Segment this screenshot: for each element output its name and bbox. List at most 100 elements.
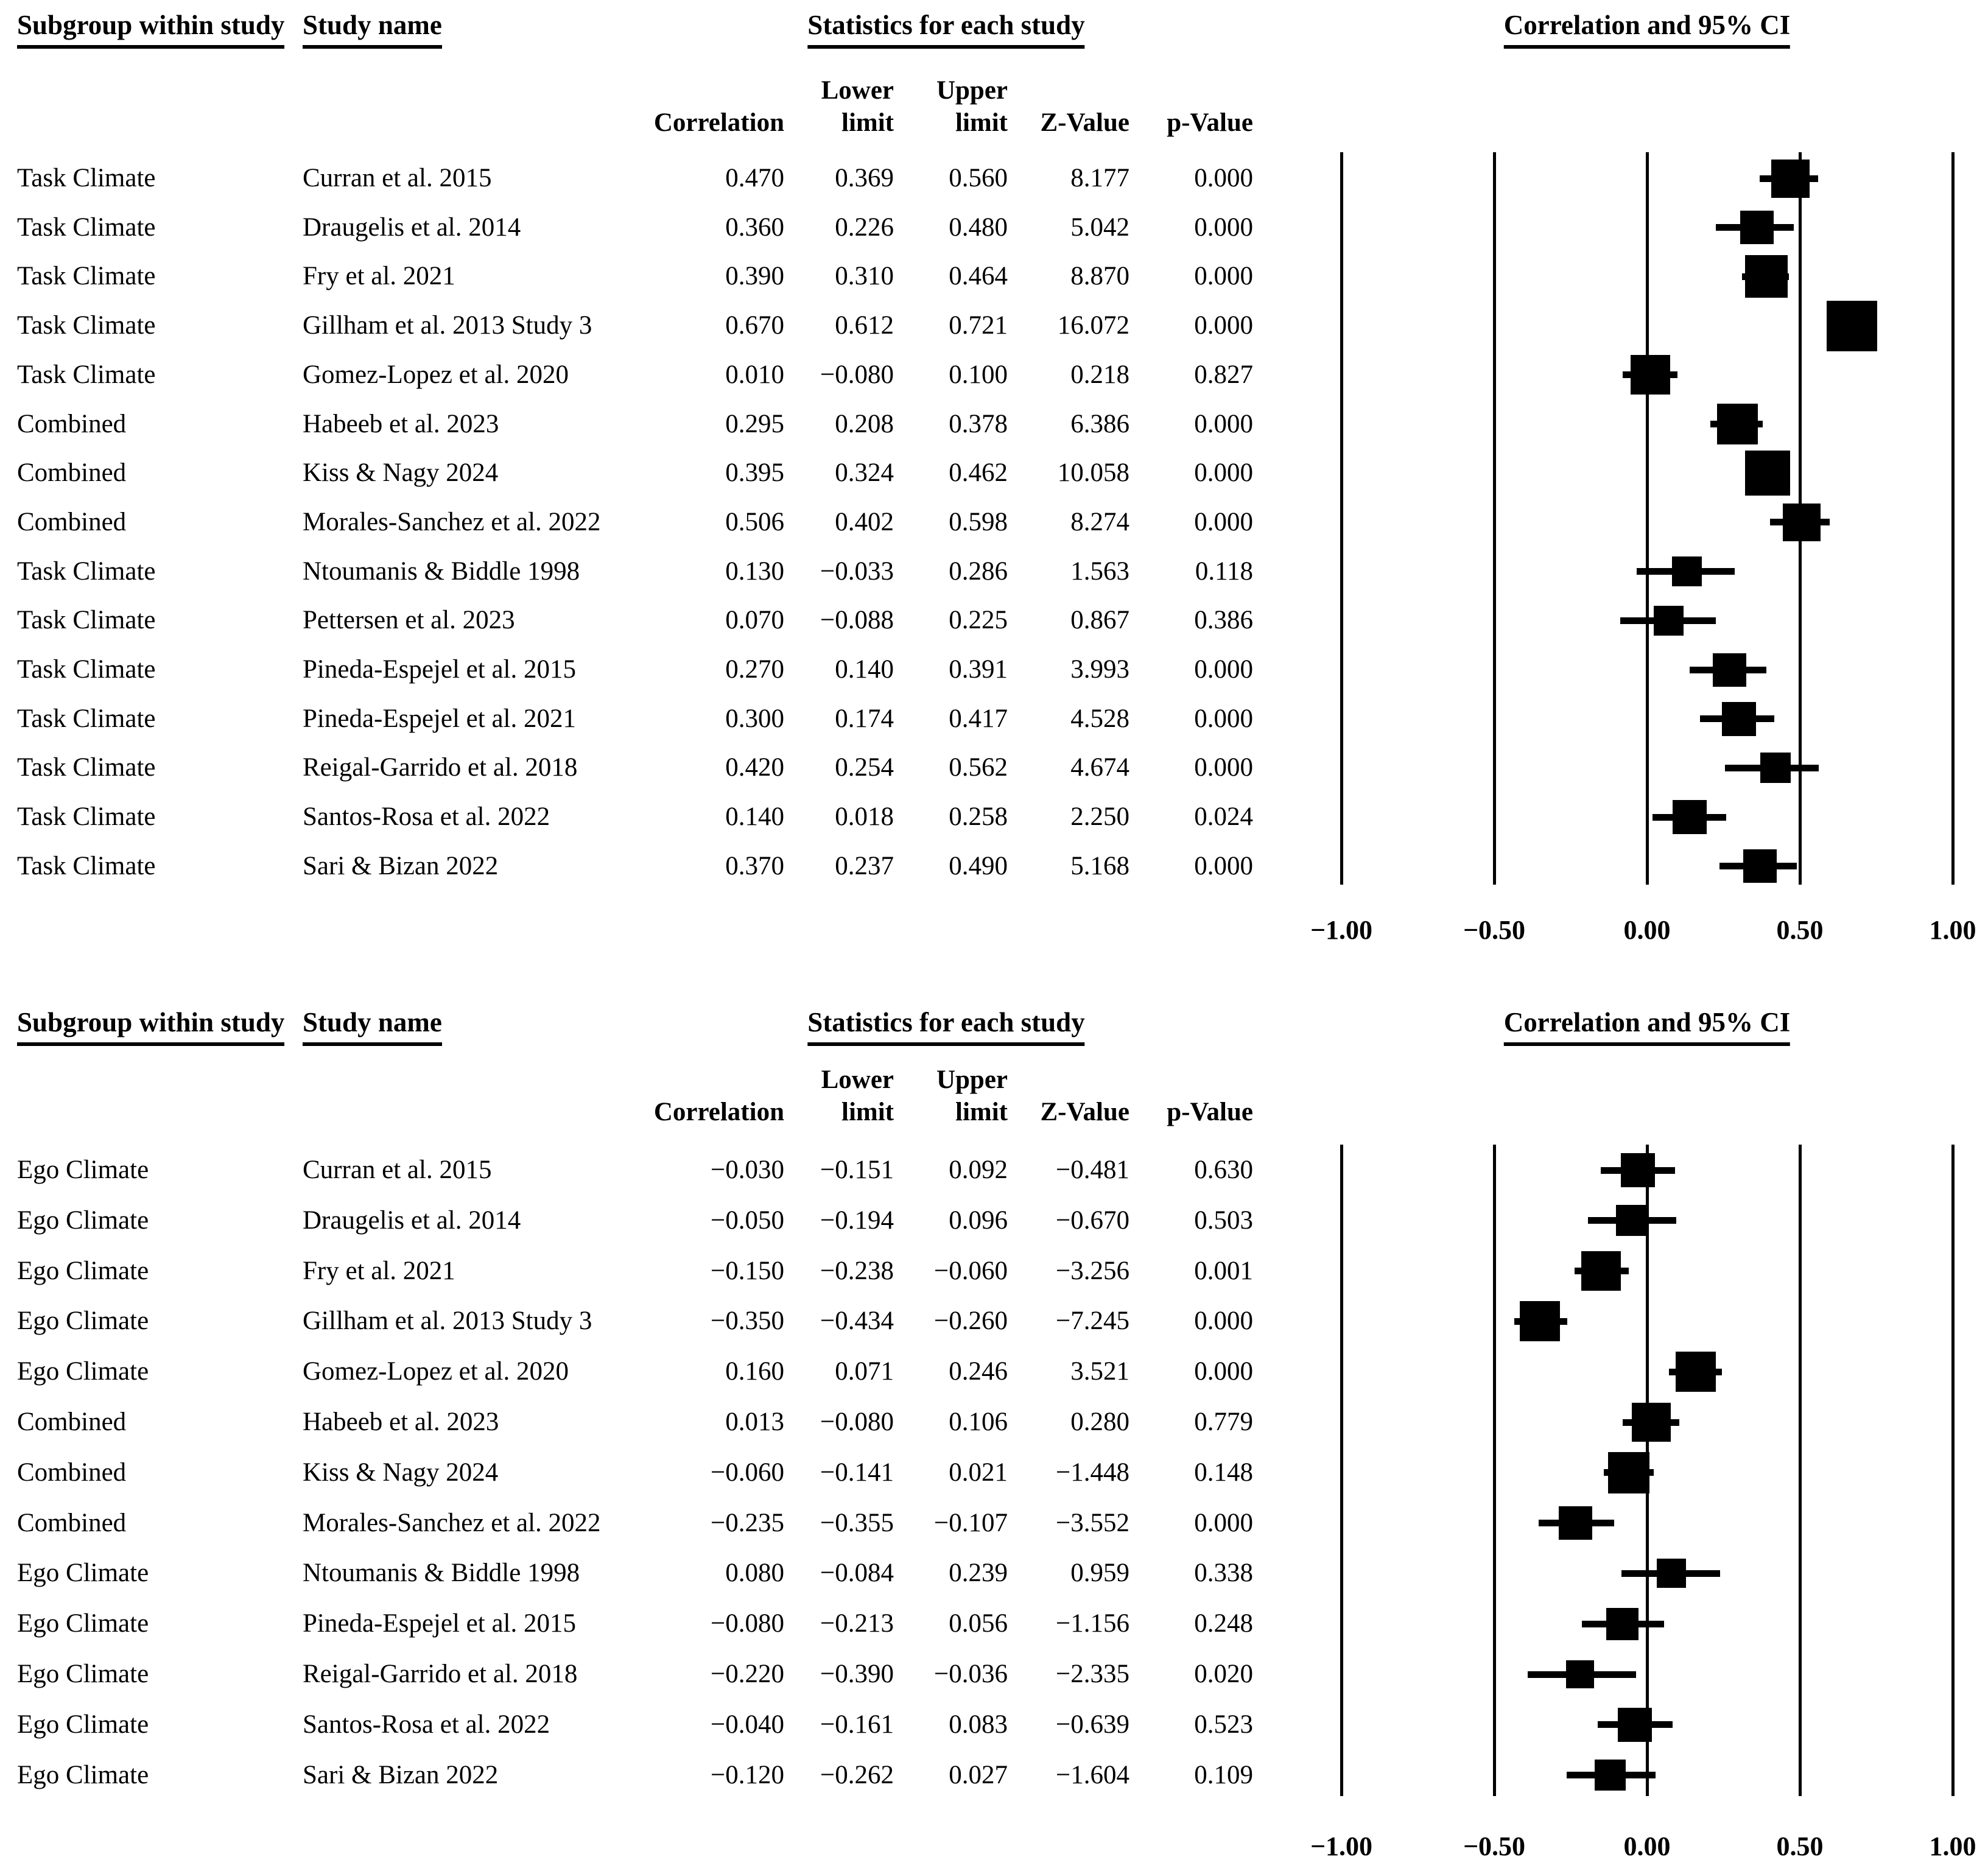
upper-limit-cell: 0.056	[949, 1609, 1008, 1638]
study-name-cell: Ntoumanis & Biddle 1998	[303, 556, 580, 586]
subgroup-column-header: Subgroup within study	[17, 1008, 285, 1047]
effect-size-marker	[1620, 1153, 1655, 1187]
study-name-cell: Gillham et al. 2013 Study 3	[303, 311, 592, 340]
study-name-cell: Pineda-Espejel et al. 2015	[303, 1609, 576, 1638]
study-name-cell: Morales-Sanchez et al. 2022	[303, 507, 601, 536]
lower-limit-cell: −0.355	[820, 1508, 894, 1537]
z-value-cell: 8.274	[1070, 507, 1129, 536]
lower-limit-cell: 0.071	[835, 1357, 894, 1386]
z-value-column-header: Z-Value	[1040, 108, 1129, 137]
subgroup-cell: Ego Climate	[17, 1760, 149, 1789]
axis-tick-label: 1.00	[1929, 1831, 1976, 1861]
subgroup-column-header: Subgroup within study	[17, 10, 285, 49]
correlation-cell: −0.080	[710, 1609, 784, 1638]
study-name-cell: Pineda-Espejel et al. 2015	[303, 655, 576, 684]
lower-limit-cell: −0.238	[820, 1256, 894, 1285]
upper-limit-cell: 0.721	[949, 311, 1008, 340]
z-value-cell: 2.250	[1070, 802, 1129, 832]
lower-limit-cell: −0.151	[820, 1156, 894, 1184]
correlation-cell: 0.130	[725, 556, 784, 586]
subgroup-cell: Task Climate	[17, 164, 156, 192]
z-value-cell: −0.639	[1055, 1710, 1129, 1739]
p-value-cell: 0.000	[1194, 655, 1253, 684]
lower-limit-cell: −0.080	[820, 1408, 894, 1436]
lower-limit-cell: −0.161	[820, 1710, 894, 1739]
lower-limit-header-line2: limit	[841, 1098, 894, 1126]
z-value-cell: 6.386	[1070, 409, 1129, 438]
correlation-cell: 0.300	[725, 704, 784, 733]
effect-size-marker	[1653, 605, 1684, 636]
axis-tick-label: 0.00	[1623, 1831, 1671, 1861]
z-value-cell: 5.168	[1070, 851, 1129, 880]
p-value-cell: 0.000	[1194, 409, 1253, 438]
z-value-cell: −7.245	[1055, 1307, 1129, 1336]
lower-limit-cell: −0.262	[820, 1760, 894, 1789]
upper-limit-header-line2: limit	[955, 1098, 1008, 1126]
upper-limit-cell: 0.100	[949, 360, 1008, 389]
p-value-cell: 0.000	[1194, 212, 1253, 242]
p-value-cell: 0.024	[1194, 802, 1253, 832]
axis-tick-label: 0.50	[1776, 1831, 1824, 1861]
effect-size-marker	[1826, 300, 1877, 351]
effect-size-marker	[1581, 1251, 1621, 1291]
lower-limit-cell: −0.213	[820, 1609, 894, 1638]
upper-limit-cell: 0.106	[949, 1408, 1008, 1436]
lower-limit-cell: 0.310	[835, 262, 894, 291]
z-value-cell: −3.256	[1055, 1256, 1129, 1285]
lower-limit-cell: −0.194	[820, 1205, 894, 1235]
upper-limit-cell: 0.225	[949, 606, 1008, 635]
p-value-cell: 0.000	[1194, 1357, 1253, 1386]
axis-tick-label: −1.00	[1310, 1831, 1373, 1861]
axis-gridline	[1798, 1145, 1802, 1796]
axis-tick-label: −1.00	[1310, 915, 1373, 945]
p-value-cell: 0.000	[1194, 753, 1253, 782]
subgroup-cell: Ego Climate	[17, 1256, 149, 1285]
z-value-cell: −1.604	[1055, 1760, 1129, 1789]
ci-section-header: Correlation and 95% CI	[1503, 1008, 1791, 1047]
upper-limit-cell: −0.107	[933, 1508, 1008, 1537]
correlation-cell: 0.013	[725, 1408, 784, 1436]
subgroup-cell: Combined	[17, 1408, 127, 1436]
upper-limit-cell: 0.464	[949, 262, 1008, 291]
subgroup-cell: Ego Climate	[17, 1357, 149, 1386]
upper-limit-cell: 0.027	[949, 1760, 1008, 1789]
correlation-cell: 0.080	[725, 1559, 784, 1588]
p-value-cell: 0.779	[1194, 1408, 1253, 1436]
effect-size-marker	[1743, 849, 1777, 883]
p-value-cell: 0.000	[1194, 507, 1253, 536]
upper-limit-cell: 0.083	[949, 1710, 1008, 1739]
correlation-cell: −0.120	[710, 1760, 784, 1789]
upper-limit-cell: 0.239	[949, 1559, 1008, 1588]
correlation-cell: 0.470	[725, 164, 784, 192]
correlation-cell: 0.360	[725, 212, 784, 242]
z-value-column-header: Z-Value	[1040, 1098, 1129, 1126]
lower-limit-cell: −0.141	[820, 1458, 894, 1487]
p-value-column-header: p-Value	[1167, 1098, 1253, 1126]
effect-size-marker	[1671, 556, 1702, 587]
correlation-cell: −0.060	[710, 1458, 784, 1487]
z-value-cell: −1.156	[1055, 1609, 1129, 1638]
p-value-cell: 0.109	[1194, 1760, 1253, 1789]
correlation-cell: −0.150	[710, 1256, 784, 1285]
z-value-cell: 3.521	[1070, 1357, 1129, 1386]
correlation-cell: −0.235	[710, 1508, 784, 1537]
stats-section-header: Statistics for each study	[807, 10, 1085, 49]
p-value-cell: 0.523	[1194, 1710, 1253, 1739]
study-name-cell: Pineda-Espejel et al. 2021	[303, 704, 576, 733]
correlation-cell: 0.295	[725, 409, 784, 438]
axis-gridline	[1951, 152, 1955, 885]
lower-limit-cell: −0.088	[820, 606, 894, 635]
subgroup-cell: Combined	[17, 507, 127, 536]
axis-tick-label: 1.00	[1929, 915, 1976, 945]
axis-gridline	[1645, 152, 1649, 885]
axis-tick-label: 0.50	[1776, 915, 1824, 945]
correlation-cell: 0.390	[725, 262, 784, 291]
upper-limit-cell: 0.562	[949, 753, 1008, 782]
subgroup-cell: Task Climate	[17, 262, 156, 291]
lower-limit-cell: 0.254	[835, 753, 894, 782]
effect-size-marker	[1607, 1451, 1649, 1493]
upper-limit-cell: 0.258	[949, 802, 1008, 832]
effect-size-marker	[1740, 211, 1774, 245]
effect-size-marker	[1606, 1607, 1639, 1640]
z-value-cell: 5.042	[1070, 212, 1129, 242]
